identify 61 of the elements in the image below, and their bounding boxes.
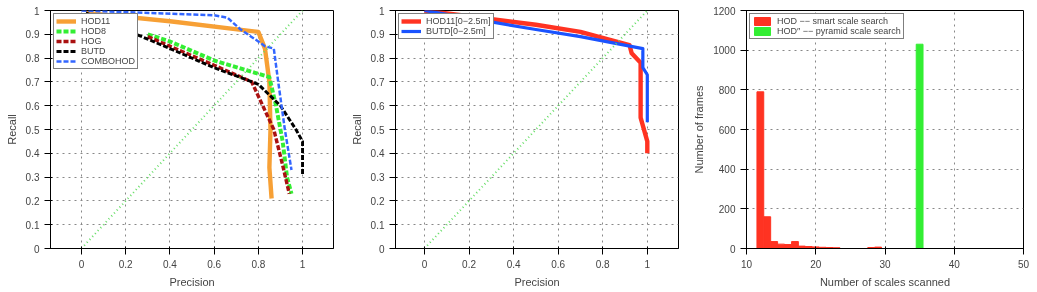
y-tick-label: 400 bbox=[718, 164, 736, 176]
y-tick-label: 0.4 bbox=[25, 148, 40, 160]
legend-label: HOD″ −− pyramid scale search bbox=[777, 26, 901, 36]
y-tick-label: 0 bbox=[729, 243, 736, 255]
y-tick-label: 200 bbox=[718, 203, 736, 215]
x-tick-label: 0.8 bbox=[251, 258, 266, 270]
legend-label: HOD11 bbox=[81, 16, 111, 26]
y-tick-label: 0.3 bbox=[25, 172, 40, 184]
x-tick-label: 0.4 bbox=[162, 258, 178, 270]
y-tick-label: 0.9 bbox=[25, 29, 40, 41]
y-tick-label: 0.6 bbox=[25, 100, 40, 112]
y-tick-label: 0 bbox=[33, 243, 40, 255]
y-tick-label: 0.4 bbox=[370, 148, 385, 160]
y-tick-label: 0.7 bbox=[370, 76, 385, 88]
y-tick-label: 0.6 bbox=[370, 100, 385, 112]
y-tick-label: 600 bbox=[718, 124, 736, 136]
x-tick-label: 0.2 bbox=[118, 258, 134, 270]
y-tick-label: 800 bbox=[718, 84, 736, 96]
legend-label: HOG bbox=[81, 36, 102, 46]
x-tick-label: 30 bbox=[879, 258, 891, 270]
legend-label: BUTD[0−2.5m] bbox=[426, 26, 486, 36]
legend-label: COMBOHOD bbox=[81, 56, 135, 66]
x-tick-label: 0.6 bbox=[207, 258, 222, 270]
y-tick-label: 1 bbox=[378, 5, 385, 17]
x-tick-label: 50 bbox=[1017, 258, 1030, 270]
y-tick-label: 0.1 bbox=[370, 219, 385, 231]
x-tick-label: 0.6 bbox=[551, 258, 566, 270]
x-axis-title: Precision bbox=[169, 275, 215, 288]
y-tick-label: 1 bbox=[33, 5, 40, 17]
x-tick-label: 0 bbox=[78, 258, 85, 270]
y-tick-label: 0.2 bbox=[25, 195, 40, 207]
x-tick-label: 40 bbox=[948, 258, 961, 270]
x-tick-label: 0.8 bbox=[595, 258, 611, 270]
x-tick-label: 20 bbox=[810, 258, 822, 270]
legend-label: BUTD bbox=[81, 46, 106, 56]
y-tick-label: 0 bbox=[378, 243, 385, 255]
y-tick-label: 0.5 bbox=[370, 124, 385, 136]
y-tick-label: 0.9 bbox=[370, 29, 385, 41]
y-tick-label: 0.3 bbox=[370, 172, 385, 184]
y-tick-label: 0.1 bbox=[25, 219, 40, 231]
x-tick-label: 0.2 bbox=[462, 258, 477, 270]
y-axis-title: Recall bbox=[350, 114, 363, 145]
y-tick-label: 1000 bbox=[713, 45, 736, 57]
x-tick-label: 1 bbox=[299, 258, 306, 270]
x-tick-label: 10 bbox=[740, 258, 753, 270]
legend-label: HOD −− smart scale search bbox=[777, 16, 889, 26]
y-tick-label: 0.7 bbox=[25, 76, 40, 88]
x-tick-label: 1 bbox=[644, 258, 651, 270]
y-tick-label: 0.8 bbox=[25, 53, 40, 65]
y-tick-label: 0.8 bbox=[370, 53, 385, 65]
x-tick-label: 0.4 bbox=[506, 258, 521, 270]
x-tick-label: 0 bbox=[421, 258, 428, 270]
y-tick-label: 1200 bbox=[713, 5, 736, 17]
legend-label: HOD8 bbox=[81, 26, 107, 36]
x-axis-title: Number of scales scanned bbox=[819, 275, 951, 288]
y-tick-label: 0.2 bbox=[370, 195, 385, 207]
y-axis-title: Recall bbox=[5, 114, 18, 145]
y-tick-label: 0.5 bbox=[25, 124, 40, 136]
legend-label: HOD11[0−2.5m] bbox=[426, 16, 491, 26]
y-axis-title: Number of frames bbox=[693, 84, 706, 174]
x-axis-title: Precision bbox=[514, 275, 560, 288]
